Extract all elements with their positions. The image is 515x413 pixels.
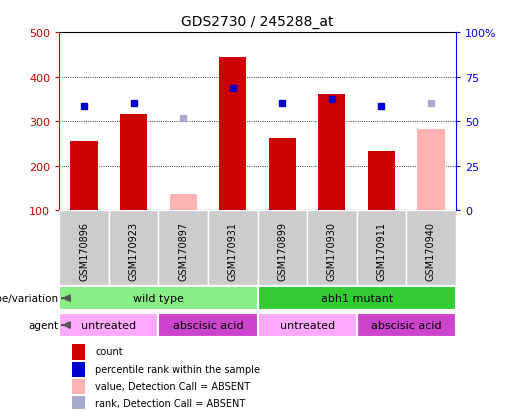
Bar	[356, 313, 456, 337]
Text: percentile rank within the sample: percentile rank within the sample	[95, 364, 260, 374]
Bar	[159, 313, 258, 337]
Bar	[406, 211, 456, 285]
Text: untreated: untreated	[280, 320, 335, 330]
Text: GSM170931: GSM170931	[228, 222, 238, 281]
Bar	[71, 142, 98, 211]
Text: GSM170896: GSM170896	[79, 222, 89, 281]
Bar	[120, 114, 147, 211]
Text: genotype/variation: genotype/variation	[0, 293, 58, 304]
Bar	[72, 379, 85, 394]
Bar	[59, 211, 109, 285]
Text: rank, Detection Call = ABSENT: rank, Detection Call = ABSENT	[95, 398, 246, 408]
Text: GSM170940: GSM170940	[426, 222, 436, 281]
Text: GSM170899: GSM170899	[277, 222, 287, 281]
Bar	[417, 129, 444, 211]
Bar	[356, 211, 406, 285]
Bar	[109, 211, 159, 285]
Bar	[258, 313, 356, 337]
Bar	[258, 286, 456, 311]
Bar	[159, 211, 208, 285]
Bar	[72, 344, 85, 360]
Bar	[307, 211, 356, 285]
Text: GSM170911: GSM170911	[376, 222, 386, 281]
Text: abscisic acid: abscisic acid	[173, 320, 243, 330]
Bar	[72, 362, 85, 377]
Bar	[59, 313, 159, 337]
Text: abh1 mutant: abh1 mutant	[320, 293, 393, 304]
Text: GSM170930: GSM170930	[327, 222, 337, 281]
Bar	[219, 58, 246, 211]
Bar	[169, 195, 197, 211]
Title: GDS2730 / 245288_at: GDS2730 / 245288_at	[181, 15, 334, 29]
Text: agent: agent	[28, 320, 58, 330]
Text: abscisic acid: abscisic acid	[371, 320, 441, 330]
Text: GSM170897: GSM170897	[178, 222, 188, 281]
Bar	[208, 211, 258, 285]
Text: untreated: untreated	[81, 320, 136, 330]
Text: wild type: wild type	[133, 293, 184, 304]
Bar	[368, 152, 395, 211]
Bar	[318, 94, 346, 211]
Bar	[72, 396, 85, 412]
Bar	[59, 286, 258, 311]
Bar	[258, 211, 307, 285]
Text: GSM170923: GSM170923	[129, 222, 139, 281]
Bar	[269, 138, 296, 211]
Text: count: count	[95, 347, 123, 356]
Text: value, Detection Call = ABSENT: value, Detection Call = ABSENT	[95, 381, 250, 391]
